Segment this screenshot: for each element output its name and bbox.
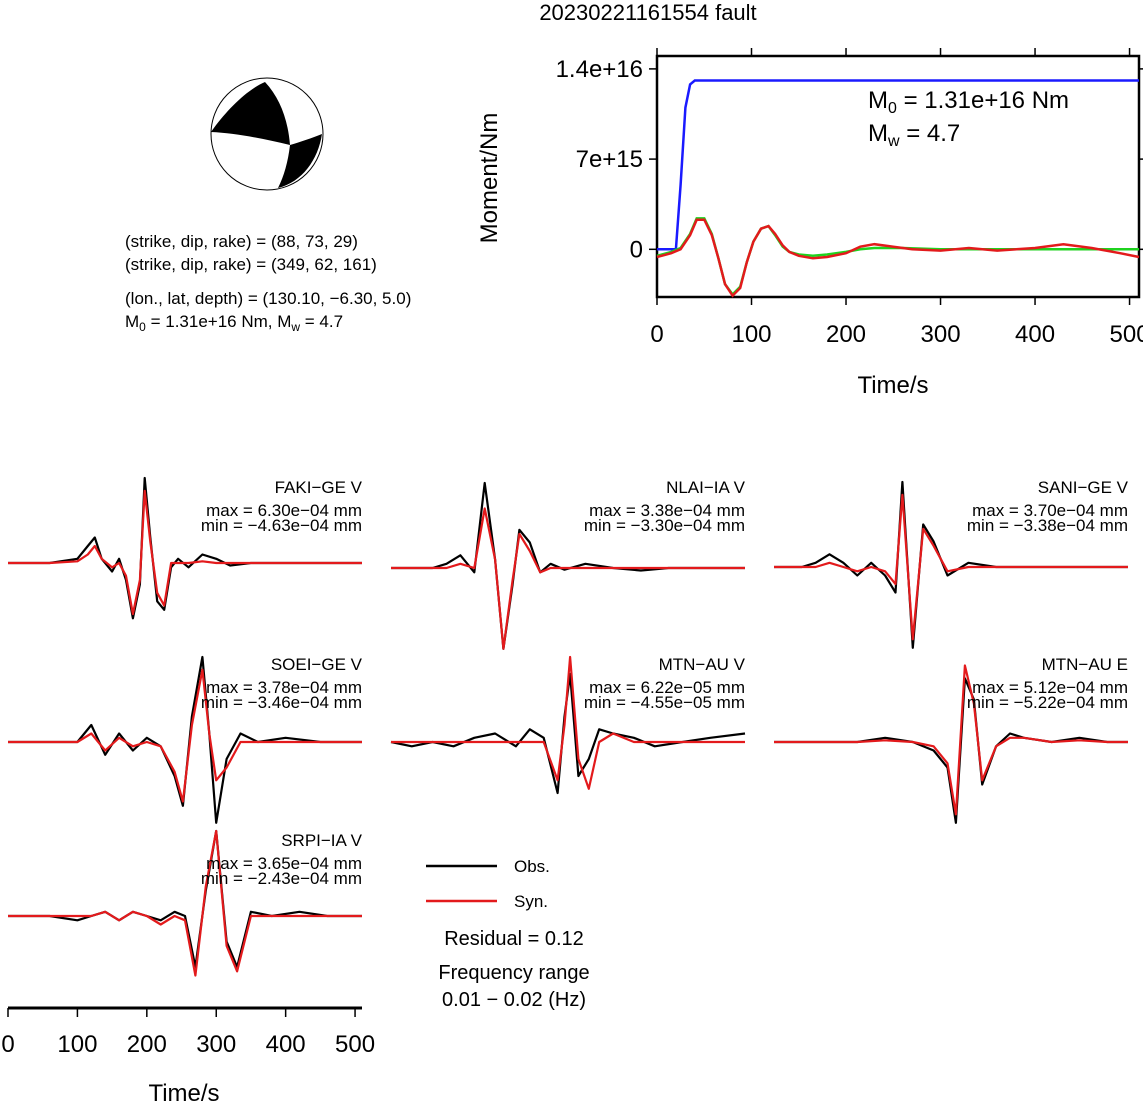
source-info: (strike, dip, rake) = (88, 73, 29) (stri… xyxy=(125,232,411,334)
m0-value: = 1.31e+16 Nm, M xyxy=(146,312,292,331)
frequency-range: 0.01 − 0.02 (Hz) xyxy=(442,989,586,1011)
m0-letter: M xyxy=(125,312,139,331)
moment-annotation-m0: M0 = 1.31e+16 Nm xyxy=(868,87,1069,117)
annotation-m0-letter: M xyxy=(868,87,888,114)
station-label: MTN−AU E xyxy=(1042,655,1128,674)
source-info-line2: (strike, dip, rake) = (349, 62, 161) xyxy=(125,255,377,274)
waveform-x-tick-label: 0 xyxy=(1,1031,14,1058)
station-min: min = −3.30e−04 mm xyxy=(584,516,745,535)
moment-x-tick-label: 300 xyxy=(921,321,961,348)
source-info-moment: M0 = 1.31e+16 Nm, Mw = 4.7 xyxy=(125,312,343,334)
moment-rate-synthetic-line xyxy=(656,217,1139,297)
station-min: min = −3.46e−04 mm xyxy=(201,693,362,712)
synthetic-trace xyxy=(8,829,362,977)
station-label: SOEI−GE V xyxy=(271,655,363,674)
station-min: min = −4.63e−04 mm xyxy=(201,516,362,535)
moment-y-tick-label: 1.4e+16 xyxy=(556,56,643,83)
moment-plot-frame xyxy=(655,54,1141,299)
legend-syn-label: Syn. xyxy=(514,892,548,911)
annotation-mw-letter: M xyxy=(868,120,888,147)
moment-x-tick-label: 100 xyxy=(731,321,771,348)
waveform-x-tick-label: 200 xyxy=(127,1031,167,1058)
annotation-mw-value: = 4.7 xyxy=(900,120,961,147)
moment-x-tick-label: 500 xyxy=(1110,321,1143,348)
station-label: NLAI−IA V xyxy=(666,478,746,497)
legend-obs-label: Obs. xyxy=(514,857,550,876)
station-min: min = −2.43e−04 mm xyxy=(201,869,362,888)
station-max: max = 6.22e−05 mm xyxy=(589,678,745,697)
annotation-m0-value: = 1.31e+16 Nm xyxy=(897,87,1069,114)
waveform-x-axis: 0 100 200 300 400 500 xyxy=(1,1006,375,1058)
moment-y-tick-label: 7e+15 xyxy=(576,146,643,173)
legend: Obs. Syn. Residual = 0.12 Frequency rang… xyxy=(426,857,590,1011)
station-label: SRPI−IA V xyxy=(281,831,362,850)
moment-rate-observed-line xyxy=(656,218,1140,298)
station-max: max = 3.70e−04 mm xyxy=(972,501,1128,520)
station-label: MTN−AU V xyxy=(659,655,746,674)
waveform-x-tick-label: 300 xyxy=(196,1031,236,1058)
station-min: min = −5.22e−04 mm xyxy=(967,693,1128,712)
synthetic-trace xyxy=(8,489,362,616)
synthetic-trace xyxy=(391,655,745,790)
station-max: max = 3.78e−04 mm xyxy=(206,678,362,697)
moment-x-tick-label: 0 xyxy=(650,321,663,348)
waveform-x-tick-label: 100 xyxy=(57,1031,97,1058)
waveform-x-tick-label: 400 xyxy=(266,1031,306,1058)
moment-series xyxy=(656,79,1140,298)
annotation-mw-sub: w xyxy=(887,133,900,150)
moment-chart: 0 100 200 300 400 500 0 7e+15 1.4e+16 Time/s Mo… xyxy=(476,48,1143,399)
moment-y-label: Moment/Nm xyxy=(476,113,503,244)
waveform-x-tick-label: 500 xyxy=(335,1031,375,1058)
synthetic-trace xyxy=(391,507,745,650)
station-min: min = −3.38e−04 mm xyxy=(967,516,1128,535)
source-info-line1: (strike, dip, rake) = (88, 73, 29) xyxy=(125,232,358,251)
annotation-m0-sub: 0 xyxy=(888,100,897,117)
station-max: max = 6.30e−04 mm xyxy=(206,501,362,520)
moment-x-tick-label: 200 xyxy=(826,321,866,348)
observed-trace xyxy=(8,829,362,969)
station-max: max = 5.12e−04 mm xyxy=(972,678,1128,697)
source-info-line3: (lon., lat, depth) = (130.10, −6.30, 5.0… xyxy=(125,289,411,308)
moment-x-label: Time/s xyxy=(857,372,928,399)
station-label: FAKI−GE V xyxy=(275,478,363,497)
beachball-icon xyxy=(210,77,324,191)
mw-value: = 4.7 xyxy=(300,312,343,331)
moment-x-tick-label: 400 xyxy=(1015,321,1055,348)
moment-annotation-mw: Mw = 4.7 xyxy=(868,120,960,150)
observed-trace xyxy=(8,476,362,620)
frequency-label: Frequency range xyxy=(438,962,589,984)
waveform-x-label: Time/s xyxy=(148,1080,219,1104)
mw-subscript: w xyxy=(290,320,300,334)
moment-x-axis: 0 100 200 300 400 500 xyxy=(650,48,1143,348)
station-max: max = 3.38e−04 mm xyxy=(589,501,745,520)
synthetic-trace xyxy=(774,664,1128,816)
moment-y-tick-label: 0 xyxy=(630,236,643,263)
figure-title: 20230221161554 fault xyxy=(539,0,756,25)
synthetic-trace xyxy=(774,493,1128,641)
observed-trace xyxy=(8,655,362,824)
moment-y-axis: 0 7e+15 1.4e+16 xyxy=(556,56,1143,263)
station-label: SANI−GE V xyxy=(1038,478,1129,497)
residual-text: Residual = 0.12 xyxy=(444,928,584,950)
station-max: max = 3.65e−04 mm xyxy=(206,854,362,873)
synthetic-trace xyxy=(8,668,362,803)
m0-subscript: 0 xyxy=(139,320,146,334)
station-min: min = −4.55e−05 mm xyxy=(584,693,745,712)
